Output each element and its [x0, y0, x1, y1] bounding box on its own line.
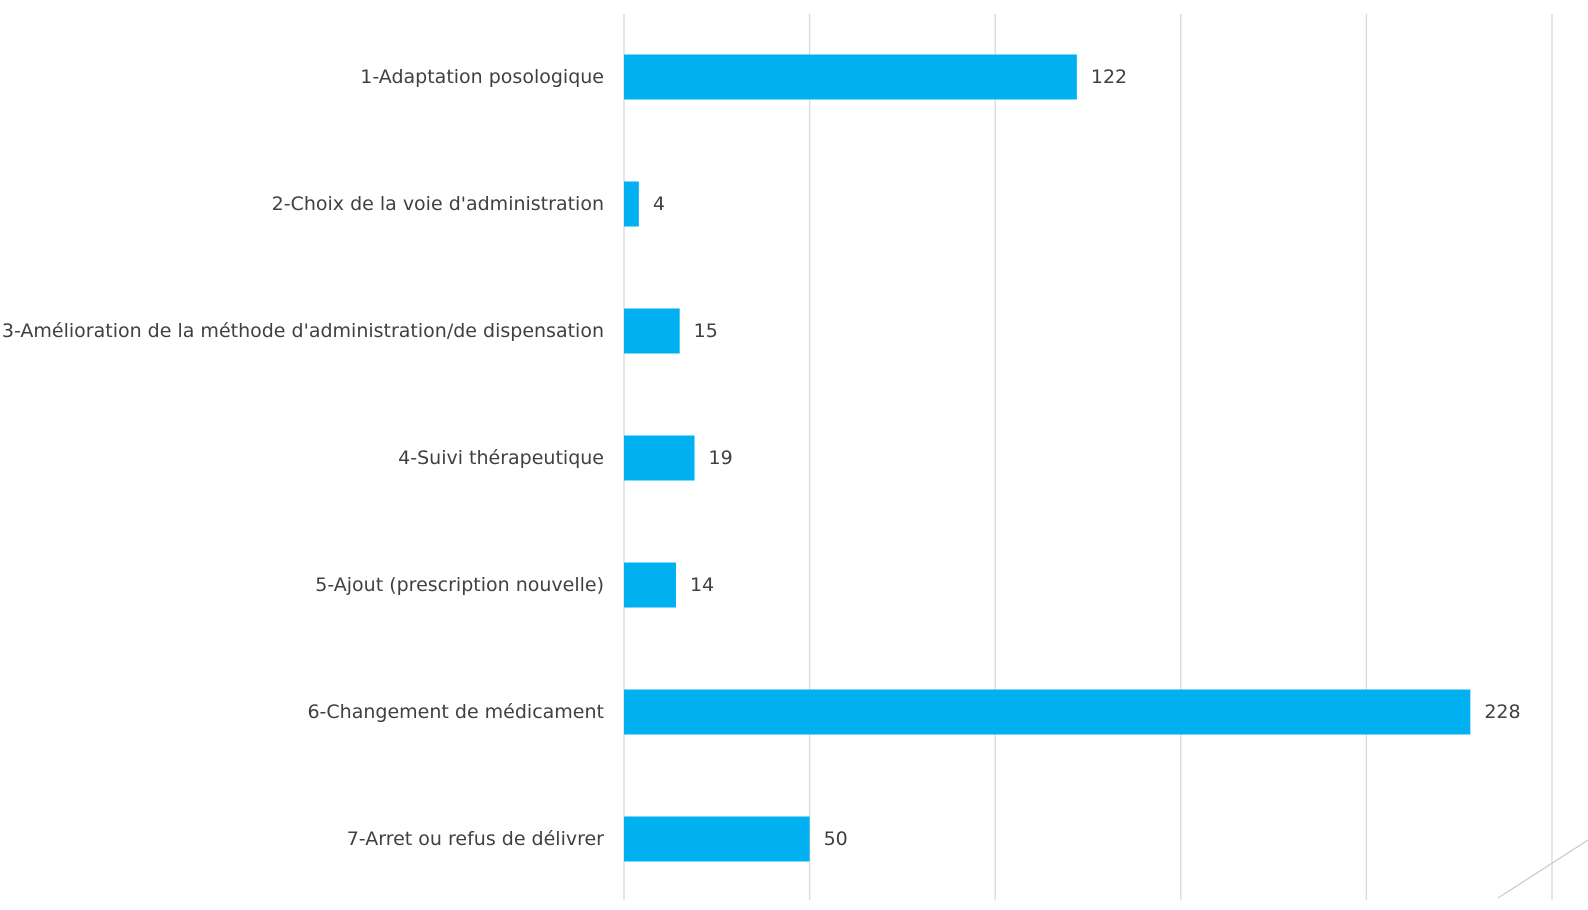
value-label-6: 228 — [1484, 701, 1520, 723]
category-labels: 1-Adaptation posologique 2-Choix de la vo… — [2, 66, 604, 850]
bar-6 — [624, 689, 1471, 735]
category-label-5: 5-Ajout (prescription nouvelle) — [315, 574, 604, 596]
bar-1 — [624, 54, 1077, 100]
bars — [624, 54, 1471, 862]
bar-3 — [624, 308, 680, 354]
data-labels: 122 4 15 19 14 228 50 — [653, 66, 1521, 850]
category-label-3: 3-Amélioration de la méthode d'administr… — [2, 320, 604, 342]
category-label-7: 7-Arret ou refus de délivrer — [347, 828, 604, 850]
category-label-4: 4-Suivi thérapeutique — [398, 447, 604, 469]
category-label-6: 6-Changement de médicament — [307, 701, 604, 723]
value-label-4: 19 — [709, 447, 733, 469]
bar-5 — [624, 562, 676, 608]
value-label-5: 14 — [690, 574, 714, 596]
value-label-7: 50 — [824, 828, 848, 850]
category-label-1: 1-Adaptation posologique — [360, 66, 604, 88]
value-label-1: 122 — [1091, 66, 1127, 88]
bar-4 — [624, 435, 695, 481]
value-label-3: 15 — [694, 320, 718, 342]
bar-2 — [624, 181, 639, 227]
gridlines — [623, 14, 1553, 900]
decorative-corner-line — [1497, 839, 1588, 899]
bar-7 — [624, 816, 810, 862]
value-label-2: 4 — [653, 193, 665, 215]
category-label-2: 2-Choix de la voie d'administration — [272, 193, 604, 215]
